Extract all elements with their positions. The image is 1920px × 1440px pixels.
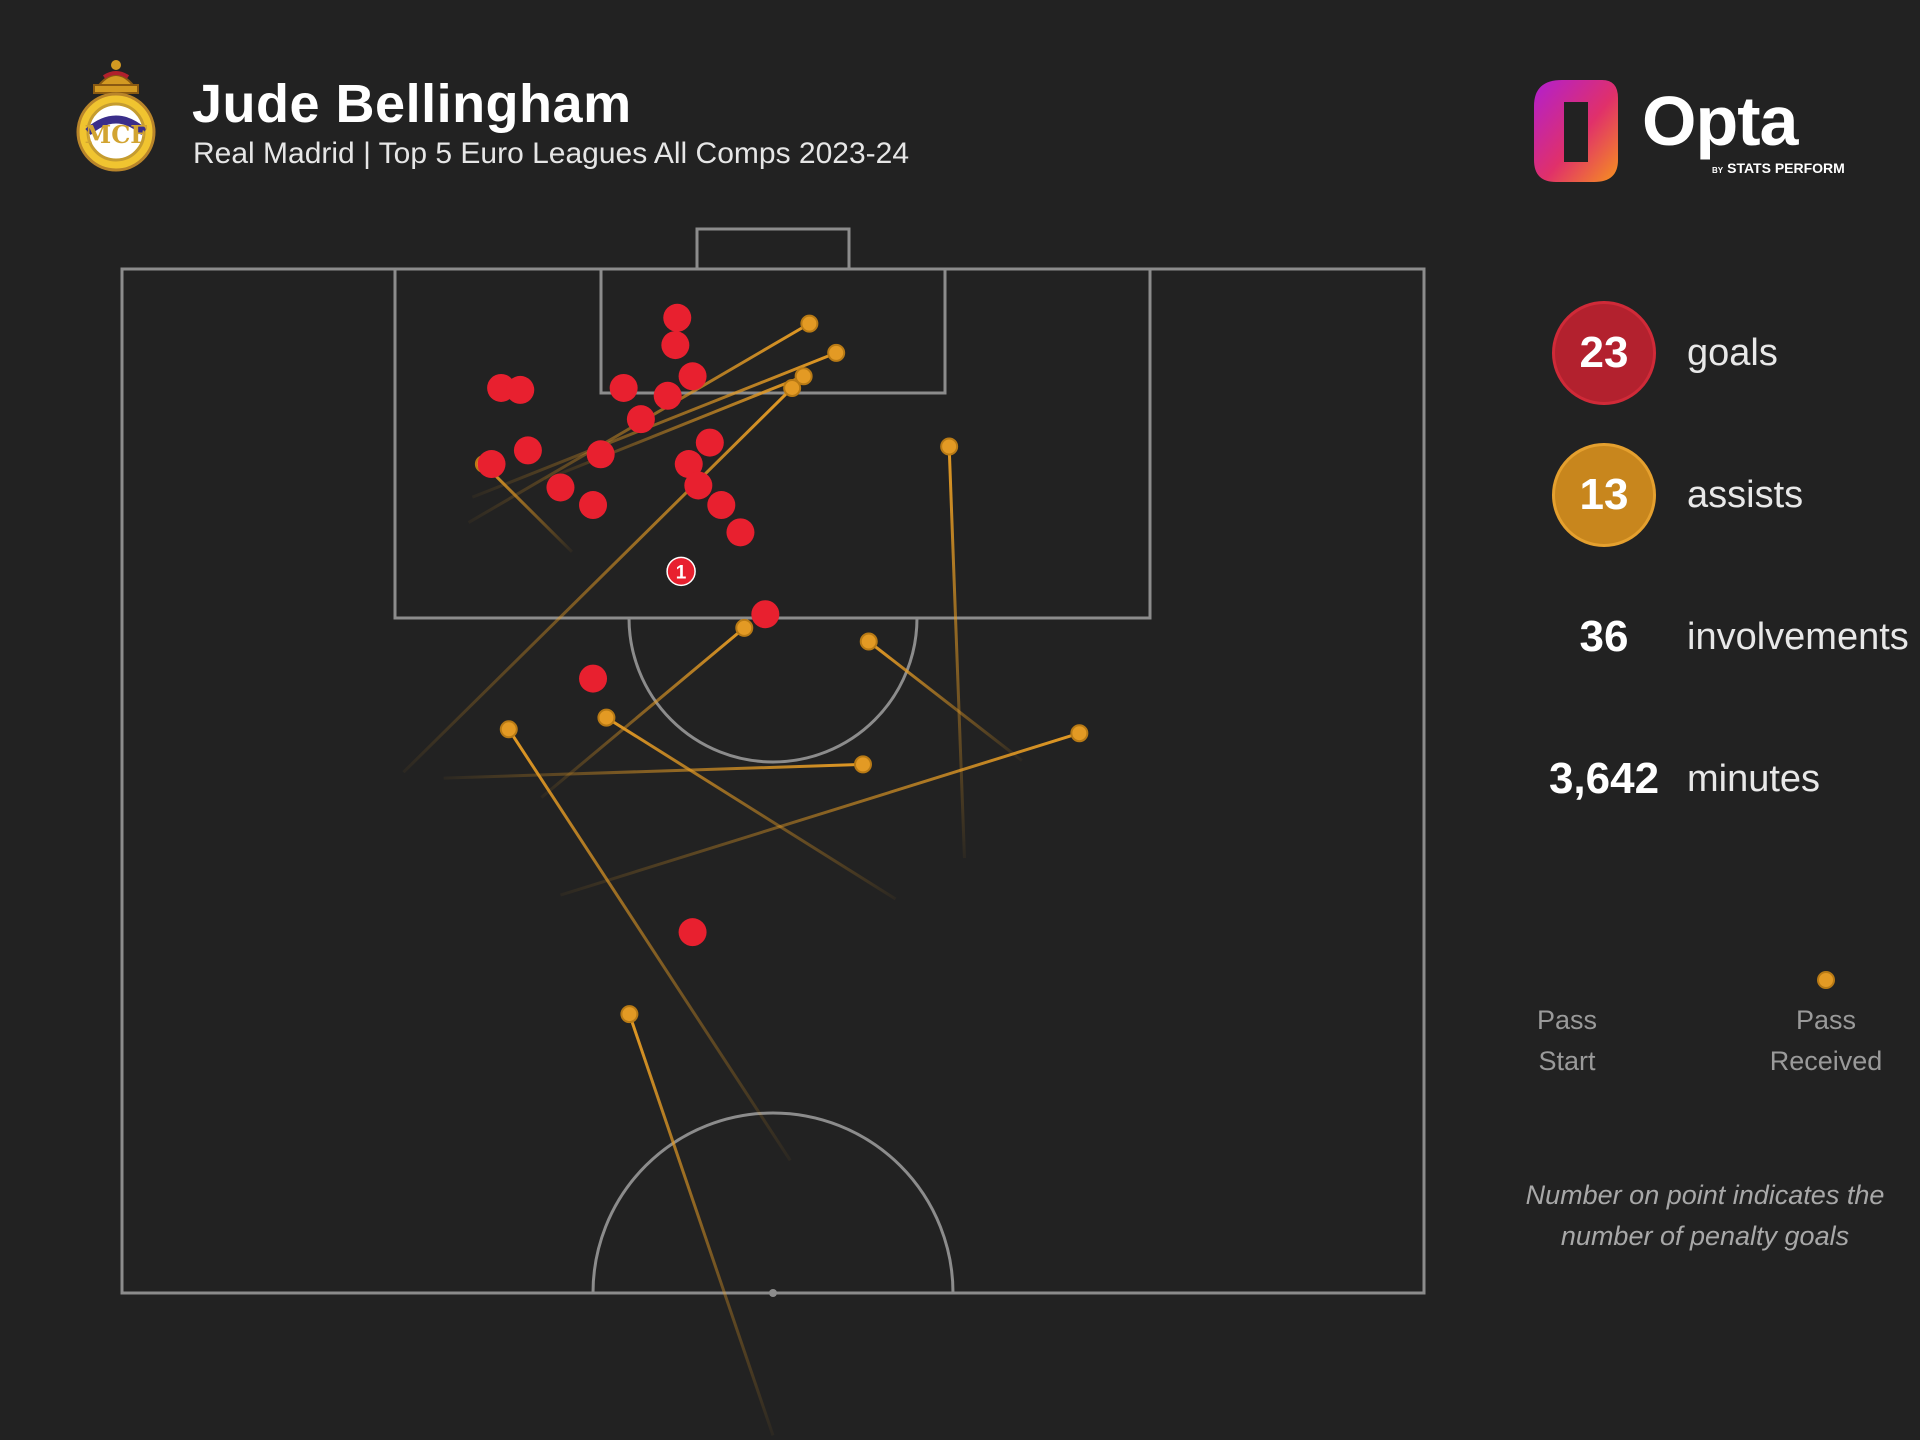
header: MCF Jude Bellingham Real Madrid | Top 5 … (72, 55, 1072, 185)
goals-label: goals (1687, 331, 1778, 374)
opta-brand: Opta BY STATS PERFORM (1532, 72, 1862, 192)
goal-point (684, 471, 713, 500)
assist-pass-line (544, 374, 805, 482)
svg-text:MCF: MCF (85, 120, 148, 149)
assist-received-point (827, 343, 846, 362)
penalty-area (393, 267, 1152, 620)
goal-point (546, 473, 575, 502)
goal-point (513, 436, 542, 465)
assist-received-point (794, 367, 813, 386)
goals-layer: 1 (477, 303, 780, 947)
goal-point (579, 491, 608, 520)
assist-pass-line (627, 1013, 775, 1436)
goal-point (707, 491, 736, 520)
stat-minutes: 3,642 minutes (1540, 721, 1920, 841)
six-yard-box (599, 267, 947, 395)
goal-point (477, 450, 506, 479)
stats-perform-tag: BY STATS PERFORM (1712, 160, 1845, 176)
goal-point (663, 303, 692, 332)
penalty-count-label: 1 (676, 562, 687, 583)
goal-point (609, 373, 638, 402)
goal-point (751, 600, 780, 629)
assist-pass-line (947, 446, 966, 859)
stat-assists: 13 assists (1540, 437, 1920, 557)
involvements-label: involvements (1687, 615, 1909, 658)
assist-received-point (940, 437, 959, 456)
assist-pass-line (507, 728, 792, 1162)
opta-logo-icon (1534, 80, 1618, 182)
legend-line (1567, 971, 1835, 989)
assist-pass-line (560, 731, 1080, 897)
tag-prefix: BY (1712, 166, 1724, 175)
involvements-value: 36 (1579, 612, 1629, 661)
assist-pass-line (471, 351, 837, 499)
goal-point (579, 664, 608, 693)
assists-layer (402, 314, 1089, 1436)
assist-received-point (800, 314, 819, 333)
goal-point (674, 450, 703, 479)
assist-pass-line (443, 762, 864, 780)
assist-pass-line (540, 626, 746, 799)
assist-received-point (620, 1005, 639, 1024)
assist-received-point (1070, 724, 1089, 743)
penalty-arc (627, 617, 919, 764)
real-madrid-crest-icon: MCF (76, 60, 156, 172)
assist-received-point (735, 618, 754, 637)
player-name: Jude Bellingham (192, 74, 632, 134)
goal-point (695, 428, 724, 457)
assist-received-point (853, 755, 872, 774)
assist-received-point (499, 720, 518, 739)
goal-point (586, 440, 615, 469)
assist-pass-line (605, 716, 897, 901)
assist-pass-line (867, 640, 1023, 762)
goal-point (506, 375, 535, 404)
centre-spot (769, 1289, 777, 1297)
opta-wordmark: Opta (1642, 82, 1798, 160)
goal-point (678, 918, 707, 947)
subtitle: Real Madrid | Top 5 Euro Leagues All Com… (193, 137, 910, 170)
legend-pass-received-label: Pass Received (1769, 1005, 1883, 1076)
penalty-note: Number on point indicates the number of … (1525, 1180, 1885, 1251)
goal-point (626, 405, 655, 434)
centre-circle (591, 1111, 955, 1294)
assist-pass-line (402, 386, 794, 774)
goal-point (653, 381, 682, 410)
goal-point (726, 518, 755, 547)
minutes-value: 3,642 (1548, 754, 1660, 803)
assist-pass-line (482, 462, 574, 553)
goals-count-badge: 23 (1552, 301, 1656, 405)
goal-point (661, 331, 690, 360)
assists-label: assists (1687, 473, 1804, 516)
assist-received-point (859, 632, 878, 651)
goal (695, 227, 851, 271)
goal-point (678, 362, 707, 391)
assist-received-point (597, 708, 616, 727)
assists-count-badge: 13 (1552, 443, 1656, 547)
stat-involvements: 36 involvements (1540, 579, 1920, 699)
legend-pass-received-dot (1817, 971, 1835, 989)
assist-received-point (783, 378, 802, 397)
penalty-goal-point (666, 556, 696, 587)
pitch-outline (120, 267, 1426, 1295)
legend-pass-start-label: Pass Start (1536, 1005, 1598, 1076)
minutes-label: minutes (1687, 757, 1821, 800)
stat-goals: 23 goals (1540, 295, 1920, 415)
tag-text: STATS PERFORM (1727, 160, 1845, 176)
